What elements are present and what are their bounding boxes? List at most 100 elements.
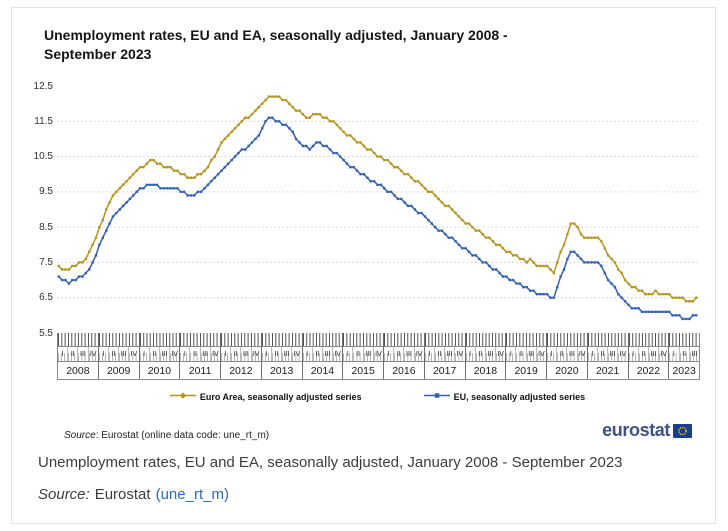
- quarter-band: I II III IV: [384, 347, 424, 362]
- month-tick-band: [261, 333, 302, 347]
- quarter-label: IV: [617, 347, 628, 361]
- quarter-label: II: [352, 347, 363, 361]
- y-tick-label: 12.5: [33, 80, 53, 92]
- month-tick-band: [424, 333, 465, 347]
- quarter-label: I: [587, 347, 597, 361]
- quarter-label: III: [118, 347, 129, 361]
- quarter-label: III: [688, 347, 700, 361]
- quarter-label: III: [158, 347, 170, 361]
- x-axis-year-cell: I II III 2023: [668, 333, 700, 379]
- quarter-label: IV: [413, 347, 424, 361]
- quarter-label: I: [547, 347, 557, 361]
- year-label: 2009: [106, 364, 131, 377]
- month-tick-band: [506, 333, 546, 347]
- month-tick-band: [343, 333, 383, 347]
- quarter-band: I II III IV: [587, 347, 628, 362]
- x-axis-year-cell: I II III IV 2009: [97, 333, 139, 379]
- x-axis-year-cell: I II III IV 2019: [505, 333, 546, 379]
- quarter-label: I: [261, 347, 271, 361]
- quarter-label: II: [189, 347, 200, 361]
- quarter-label: III: [647, 347, 659, 361]
- quarter-label: IV: [658, 347, 669, 361]
- quarter-label: III: [281, 347, 292, 361]
- quarter-label: III: [444, 347, 455, 361]
- year-label: 2017: [432, 364, 457, 377]
- legend-label-euro-area: Euro Area, seasonally adjusted series: [199, 391, 362, 402]
- quarter-label: IV: [332, 347, 343, 361]
- quarter-label: III: [403, 347, 414, 361]
- plot-area: [57, 95, 698, 321]
- x-axis-year-cell: I II III IV 2022: [627, 333, 669, 379]
- month-tick-band: [384, 333, 424, 347]
- quarter-band: I II III IV: [221, 347, 261, 362]
- year-label: 2012: [229, 364, 253, 377]
- data-code-link[interactable]: (une_rt_m): [155, 486, 229, 503]
- legend: Euro Area, seasonally adjusted series EU…: [57, 391, 698, 402]
- quarter-band: I II III IV: [465, 347, 506, 362]
- quarter-label: II: [230, 347, 241, 361]
- euro-area-line-marker-icon: [169, 391, 196, 402]
- quarter-label: III: [199, 347, 210, 361]
- quarter-label: I: [465, 347, 475, 361]
- chart-title-line1: Unemployment rates, EU and EA, seasonall…: [44, 27, 508, 43]
- quarter-label: I: [139, 347, 149, 361]
- quarter-label: I: [221, 347, 231, 361]
- quarter-label: I: [58, 347, 68, 361]
- euro-area-series-markers: [57, 95, 698, 303]
- y-tick-label: 7.5: [39, 256, 53, 268]
- x-axis: I II III IV 2008 I II III IV 2009 I II III IV 2010 I II I…: [57, 333, 700, 380]
- quarter-band: I II III IV: [261, 347, 302, 362]
- year-label: 2013: [269, 364, 294, 377]
- quarter-band: I II III IV: [424, 347, 465, 362]
- quarter-label: II: [270, 347, 282, 361]
- quarter-band: I II III IV: [139, 347, 180, 362]
- x-axis-year-cell: I II III IV 2013: [260, 333, 302, 379]
- quarter-label: II: [107, 347, 119, 361]
- quarter-label: I: [384, 347, 394, 361]
- year-label: 2018: [473, 364, 498, 377]
- quarter-label: III: [607, 347, 618, 361]
- quarter-label: II: [311, 347, 322, 361]
- quarter-label: I: [669, 347, 679, 361]
- quarter-label: IV: [454, 347, 465, 361]
- quarter-label: II: [474, 347, 485, 361]
- chart-title: Unemployment rates, EU and EA, seasonall…: [44, 26, 656, 64]
- month-tick-band: [139, 333, 180, 347]
- quarter-label: II: [148, 347, 159, 361]
- y-tick-label: 8.5: [39, 221, 53, 233]
- quarter-label: II: [433, 347, 445, 361]
- legend-label-eu: EU, seasonally adjusted series: [453, 391, 586, 402]
- quarter-band: I II III: [669, 347, 700, 362]
- quarter-label: II: [637, 347, 648, 361]
- month-tick-band: [221, 333, 261, 347]
- month-tick-band: [98, 333, 139, 347]
- y-tick-label: 5.5: [39, 327, 53, 339]
- quarter-label: IV: [250, 347, 261, 361]
- quarter-label: II: [515, 347, 526, 361]
- eu-flag-icon: [673, 423, 692, 438]
- quarter-band: I II III IV: [180, 347, 220, 362]
- euro-area-series-line: [58, 95, 697, 302]
- x-axis-year-cell: I II III IV 2021: [586, 333, 628, 379]
- quarter-label: I: [343, 347, 353, 361]
- x-axis-year-cell: I II III IV 2015: [342, 333, 383, 379]
- quarter-label: IV: [169, 347, 180, 361]
- month-tick-band: [587, 333, 628, 347]
- x-axis-year-cell: I II III IV 2012: [220, 333, 261, 379]
- year-label: 2010: [147, 364, 172, 377]
- quarter-label: IV: [372, 347, 383, 361]
- x-axis-year-cell: I II III IV 2016: [383, 333, 424, 379]
- quarter-label: IV: [87, 347, 98, 361]
- y-tick-label: 10.5: [33, 151, 53, 163]
- eu-series-markers: [57, 116, 698, 321]
- eurostat-logo: eurostat: [602, 420, 692, 441]
- eurostat-logo-text: eurostat: [602, 420, 670, 440]
- quarter-label: IV: [209, 347, 220, 361]
- x-axis-year-cell: I II III IV 2011: [179, 333, 220, 379]
- quarter-band: I II III IV: [58, 347, 98, 362]
- x-axis-year-cell: I II III IV 2014: [301, 333, 343, 379]
- quarter-band: I II III IV: [628, 347, 669, 362]
- quarter-label: IV: [291, 347, 302, 361]
- year-label: 2023: [672, 364, 696, 377]
- quarter-label: II: [678, 347, 689, 361]
